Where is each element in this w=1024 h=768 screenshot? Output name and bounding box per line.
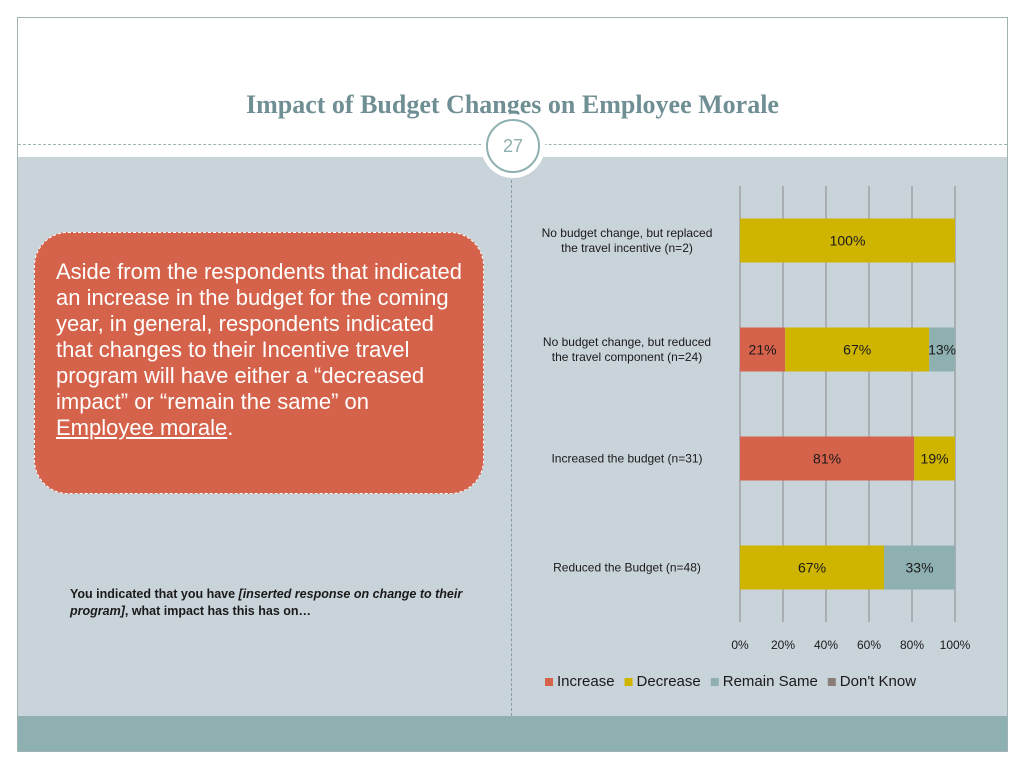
- bar-segment: [884, 545, 955, 590]
- question-inserted-response: [inserted response on change to their pr…: [70, 587, 463, 618]
- category-label: the travel incentive (n=2): [561, 241, 693, 255]
- callout-text: Aside from the respondents that indicate…: [56, 259, 463, 414]
- legend-entry: Don't Know: [840, 673, 916, 690]
- data-label: 67%: [798, 560, 826, 576]
- x-tick-label: 20%: [771, 638, 795, 652]
- legend-entry: Increase: [557, 673, 615, 690]
- legend-swatch: [545, 678, 553, 686]
- category-label: No budget change, but replaced: [542, 226, 713, 240]
- bar-segment: [740, 436, 915, 481]
- summary-callout: Aside from the respondents that indicate…: [34, 232, 484, 494]
- legend-swatch: [624, 678, 633, 686]
- x-tick-label: 0%: [731, 638, 749, 652]
- data-label: 100%: [830, 233, 866, 249]
- bar-segment: [914, 436, 955, 481]
- legend-swatch: [827, 678, 836, 686]
- data-label: 19%: [921, 451, 949, 467]
- data-label: 13%: [928, 342, 956, 358]
- question-suffix: , what impact has this has on…: [124, 604, 312, 618]
- x-tick-label: 80%: [900, 638, 924, 652]
- slide-title: Impact of Budget Changes on Employee Mor…: [246, 90, 779, 119]
- bar-segment: [740, 545, 885, 590]
- legend-entry: Remain Same: [723, 673, 818, 690]
- legend-swatch: [710, 678, 719, 686]
- legend-entry: Decrease: [637, 673, 701, 690]
- data-label: 81%: [813, 451, 841, 467]
- survey-question: You indicated that you have [inserted re…: [70, 586, 470, 620]
- data-label: 67%: [843, 342, 871, 358]
- x-tick-label: 40%: [814, 638, 838, 652]
- question-prefix: You indicated that you have: [70, 587, 239, 601]
- page-number-badge: 27: [486, 119, 540, 173]
- footer-band: [18, 716, 1007, 751]
- bar-segment: [929, 327, 955, 372]
- bar-segment: [740, 327, 786, 372]
- page-number: 27: [502, 135, 524, 156]
- bar-segment: [740, 218, 955, 263]
- bar-segment: [785, 327, 930, 372]
- callout-link-text: Employee morale: [56, 415, 228, 440]
- data-label: 33%: [906, 560, 934, 576]
- category-label: Increased the budget (n=31): [551, 452, 702, 466]
- category-label: Reduced the Budget (n=48): [553, 561, 701, 575]
- category-label: No budget change, but reduced: [543, 335, 711, 349]
- column-divider: [511, 175, 512, 716]
- data-label: 21%: [749, 342, 777, 358]
- category-label: the travel component (n=24): [552, 350, 702, 364]
- callout-end: .: [227, 415, 234, 440]
- x-tick-label: 100%: [940, 638, 971, 652]
- x-tick-label: 60%: [857, 638, 881, 652]
- slide: Impact of Budget Changes on Employee Mor…: [17, 17, 1008, 752]
